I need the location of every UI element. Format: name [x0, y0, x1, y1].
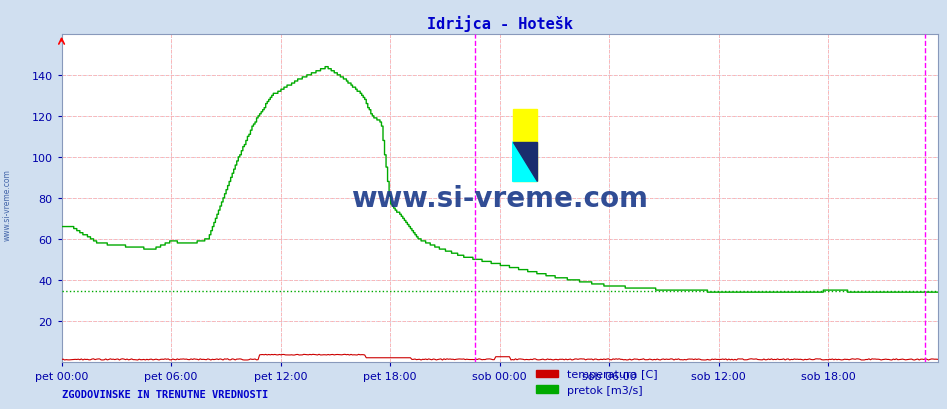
- Text: www.si-vreme.com: www.si-vreme.com: [3, 169, 12, 240]
- Text: ZGODOVINSKE IN TRENUTNE VREDNOSTI: ZGODOVINSKE IN TRENUTNE VREDNOSTI: [62, 389, 268, 399]
- Polygon shape: [512, 142, 537, 182]
- Bar: [512, 110, 537, 182]
- Title: Idrijca - Hotešk: Idrijca - Hotešk: [426, 16, 573, 32]
- Polygon shape: [512, 142, 537, 182]
- Text: www.si-vreme.com: www.si-vreme.com: [351, 184, 648, 212]
- Legend: temperatura [C], pretok [m3/s]: temperatura [C], pretok [m3/s]: [531, 365, 662, 399]
